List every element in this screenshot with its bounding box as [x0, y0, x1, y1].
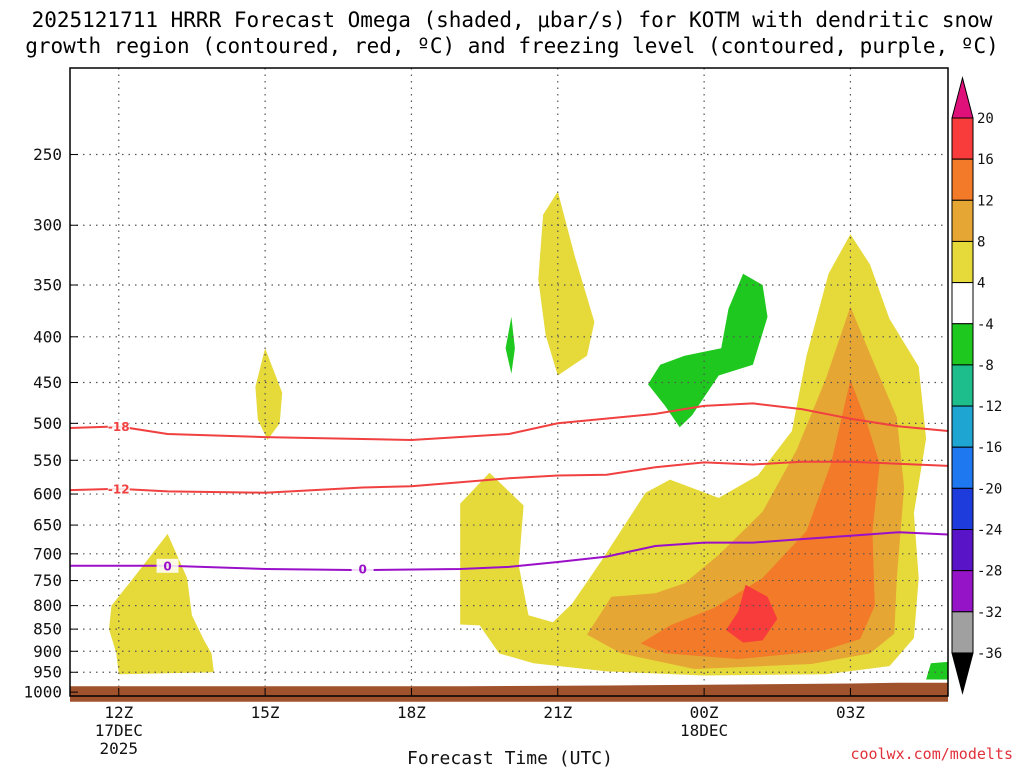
colorbar-label: 4 [977, 276, 985, 292]
y-tick-label: 650 [33, 516, 62, 535]
y-axis-ticks: 250 300 350 400 450 500 550 600 650 700 750 800 850 9… [23, 145, 78, 702]
contour-label-bg [107, 481, 130, 496]
y-tick-label: 750 [33, 571, 62, 590]
colorbar-bin [951, 570, 974, 613]
contour-label-bg [156, 558, 179, 573]
contour-label: -12 [108, 482, 130, 496]
colorbar-label: -8 [977, 358, 994, 374]
omega-region-4-8-15z [255, 348, 283, 440]
colorbar-label: -12 [977, 399, 1002, 415]
colorbar-top-triangle [951, 76, 974, 119]
grid [70, 68, 948, 696]
contour-label-bg [107, 419, 130, 434]
y-tick-label: 900 [33, 642, 62, 661]
y-tick-label: 550 [33, 451, 62, 470]
credit-link[interactable]: coolwx.com/modelts [850, 745, 1013, 763]
x-tick-label: 17DEC [95, 721, 143, 740]
colorbar-label: -36 [977, 646, 1002, 662]
colorbar-label: 12 [977, 193, 994, 209]
colorbar-bin [951, 611, 974, 654]
colorbar-bin [951, 529, 974, 572]
colorbar-bottom-triangle [951, 652, 974, 695]
y-tick-label: 950 [33, 663, 62, 682]
colorbar-label: -16 [977, 440, 1002, 456]
y-tick-label: 500 [33, 414, 62, 433]
omega-region-neg-upper-small [505, 316, 515, 374]
chart-title-line-2: growth region (contoured, red, ºC) and f… [25, 34, 999, 58]
x-tick-label: 03Z [836, 703, 865, 722]
colorbar-label: 20 [977, 111, 994, 127]
x-tick-label: 21Z [543, 703, 572, 722]
omega-region-16-20 [726, 584, 778, 643]
colorbar-bin [951, 364, 974, 407]
colorbar-bin [951, 323, 974, 366]
y-tick-label: 800 [33, 596, 62, 615]
colorbar-bin [951, 158, 974, 201]
colorbar-label: 8 [977, 234, 985, 250]
colorbar-bin [951, 405, 974, 448]
y-tick-label: 600 [33, 485, 62, 504]
freezing-level-contour [70, 531, 949, 572]
y-tick-label: 450 [33, 373, 62, 392]
dgz-contour [69, 402, 949, 442]
contour-label: 0 [163, 559, 171, 573]
x-axis-title: Forecast Time (UTC) [407, 748, 613, 768]
dgz-contour [69, 460, 949, 494]
contour-label: -18 [108, 420, 130, 434]
colorbar: 20 16 12 8 4 -4 -8 -12 -16 -20 -24 -28 -32 -36 [951, 76, 1002, 695]
omega-region-4-8-21z-upper [538, 191, 595, 376]
terrain-surface [70, 682, 948, 702]
colorbar-label: -20 [977, 481, 1002, 497]
contour-label-bg [351, 562, 374, 577]
x-tick-label: 18Z [397, 703, 426, 722]
contour-label: 0 [358, 563, 366, 577]
colorbar-bin [951, 199, 974, 242]
y-tick-label: 1000 [23, 683, 62, 702]
omega-region-neg-lower-right [926, 661, 948, 680]
y-tick-label: 400 [33, 327, 62, 346]
omega-shading [109, 191, 948, 680]
x-tick-label: 12Z [104, 703, 133, 722]
y-tick-label: 350 [33, 276, 62, 295]
colorbar-label: -28 [977, 564, 1002, 580]
colorbar-label: -4 [977, 317, 994, 333]
x-tick-label: 18DEC [680, 721, 728, 740]
x-tick-label: 15Z [251, 703, 280, 722]
colorbar-bin [951, 117, 974, 160]
colorbar-label: -24 [977, 523, 1002, 539]
colorbar-bin [951, 446, 974, 489]
colorbar-label: -32 [977, 605, 1002, 621]
y-tick-label: 300 [33, 216, 62, 235]
colorbar-bin [951, 487, 974, 531]
y-tick-label: 850 [33, 620, 62, 639]
chart-title-line-1: 2025121711 HRRR Forecast Omega (shaded, … [31, 8, 993, 32]
omega-region-neg-00z [648, 273, 768, 428]
x-tick-label: 2025 [100, 739, 139, 758]
y-tick-label: 250 [33, 145, 62, 164]
y-tick-label: 700 [33, 544, 62, 563]
colorbar-bin [951, 240, 974, 284]
omega-region-12-16 [640, 379, 880, 659]
ground-layer [70, 682, 948, 702]
colorbar-label: 16 [977, 152, 994, 168]
x-tick-label: 00Z [690, 703, 719, 722]
omega-region-4-8-lower-left [109, 533, 214, 675]
contours: -18 -12 0 0 [69, 402, 949, 577]
colorbar-bin [951, 282, 974, 325]
